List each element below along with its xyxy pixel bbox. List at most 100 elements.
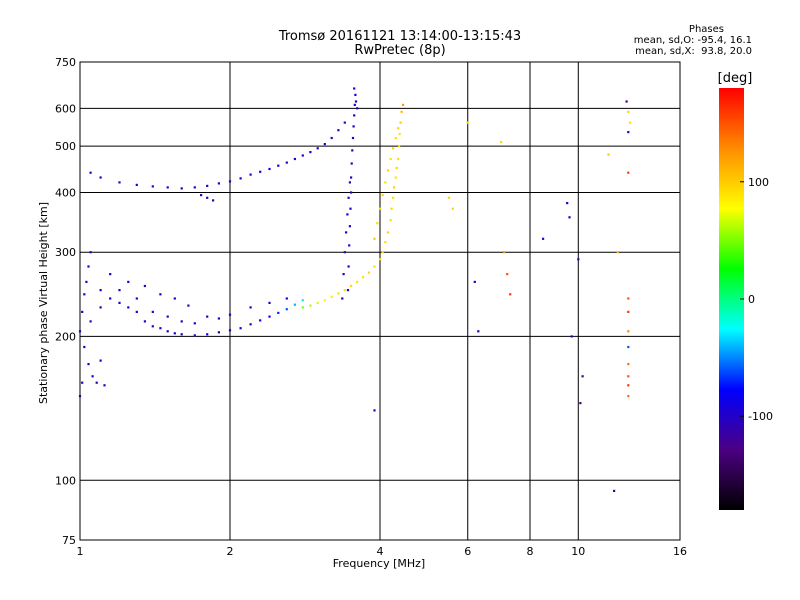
- data-point: [627, 395, 630, 398]
- data-point: [447, 196, 450, 199]
- y-tick-label: 300: [55, 246, 76, 259]
- data-point: [350, 284, 353, 288]
- data-point: [187, 304, 190, 307]
- data-point: [135, 183, 138, 186]
- data-point: [607, 153, 610, 156]
- data-point: [228, 329, 232, 332]
- y-tick-label: 200: [55, 330, 76, 343]
- data-point: [346, 289, 350, 292]
- data-point: [500, 141, 503, 144]
- data-point: [259, 319, 262, 322]
- data-point: [570, 335, 573, 338]
- y-axis-ticks: 75 100 200 300 400 500 600 750: [55, 56, 76, 547]
- data-point: [341, 297, 344, 300]
- data-point: [356, 107, 359, 110]
- data-point: [249, 306, 252, 309]
- data-point: [503, 251, 506, 254]
- data-point: [78, 330, 82, 333]
- data-point: [393, 186, 396, 189]
- data-point: [166, 315, 169, 318]
- data-point: [83, 345, 86, 349]
- data-point: [581, 375, 584, 378]
- data-point: [249, 173, 252, 176]
- data-point: [173, 297, 176, 300]
- data-point: [99, 176, 102, 179]
- data-point: [316, 147, 319, 150]
- data-point: [159, 293, 162, 296]
- data-point: [85, 280, 88, 283]
- colorbar-ticks: 100 0 -100: [740, 176, 773, 423]
- data-point: [285, 161, 288, 164]
- data-point: [353, 87, 356, 90]
- data-point: [316, 301, 319, 304]
- data-point: [353, 114, 356, 117]
- data-point: [268, 315, 271, 318]
- chart-subtitle: RwPretec (8p): [354, 43, 446, 58]
- data-point: [628, 121, 632, 124]
- data-point: [354, 100, 358, 103]
- data-point: [217, 317, 220, 320]
- data-point: [625, 100, 628, 103]
- data-point: [212, 199, 215, 202]
- data-point: [345, 231, 348, 234]
- data-point: [577, 258, 580, 261]
- data-point: [506, 273, 509, 276]
- data-point: [239, 327, 242, 330]
- data-point: [180, 187, 183, 190]
- y-tick-label: 750: [55, 56, 76, 69]
- data-point: [378, 258, 382, 261]
- data-point: [351, 149, 354, 152]
- data-point: [180, 333, 183, 336]
- data-point: [392, 147, 395, 150]
- data-point: [451, 207, 454, 210]
- colorbar-tick-label: 0: [748, 293, 755, 306]
- x-tick-label: 4: [377, 545, 384, 558]
- data-point: [473, 280, 476, 283]
- data-point: [399, 121, 402, 124]
- data-point: [386, 231, 390, 234]
- data-point: [217, 182, 220, 185]
- data-point: [268, 301, 271, 304]
- data-point: [118, 181, 121, 184]
- data-point: [166, 186, 169, 189]
- data-point: [384, 181, 387, 184]
- data-point: [89, 320, 92, 323]
- data-point: [78, 395, 82, 398]
- data-point: [381, 194, 384, 197]
- data-point: [206, 196, 209, 199]
- data-point: [206, 184, 209, 187]
- data-point: [627, 131, 630, 134]
- colorbar-tick-label: 100: [748, 176, 769, 189]
- data-point: [384, 241, 387, 244]
- data-point: [277, 164, 280, 167]
- y-axis-label: Stationary phase Virtual Height [km]: [37, 202, 50, 404]
- data-point: [627, 384, 630, 387]
- data-point: [509, 293, 512, 296]
- data-point: [135, 310, 138, 313]
- data-point: [109, 273, 112, 276]
- chart-title: Tromsø 20161121 13:14:00-13:15:43: [278, 29, 522, 44]
- data-point: [367, 271, 370, 274]
- data-point: [566, 202, 569, 205]
- data-point: [95, 381, 98, 384]
- data-point: [337, 129, 340, 132]
- data-point: [392, 196, 395, 199]
- data-point: [352, 125, 355, 128]
- data-point: [394, 176, 397, 179]
- stats-line-x: mean, sd,X: 93.8, 20.0: [635, 46, 752, 57]
- data-point: [402, 103, 405, 106]
- data-point: [118, 289, 121, 292]
- data-point: [466, 121, 469, 124]
- data-point: [259, 170, 262, 173]
- data-point: [239, 177, 242, 180]
- data-point: [330, 136, 333, 140]
- data-point: [395, 166, 398, 170]
- grid-lines: [79, 61, 681, 540]
- colorbar-tick-label: -100: [748, 410, 773, 423]
- data-point: [143, 284, 146, 288]
- data-point: [397, 157, 400, 161]
- data-point: [268, 167, 271, 171]
- data-point: [347, 265, 350, 268]
- data-point: [193, 322, 196, 325]
- data-point: [249, 323, 252, 326]
